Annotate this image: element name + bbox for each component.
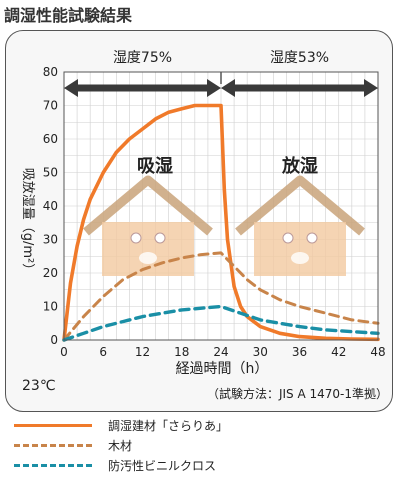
legend-swatch-vinyl	[14, 463, 92, 467]
house-body	[254, 222, 346, 276]
y-tick-label: 80	[43, 65, 58, 79]
x-tick-label: 6	[99, 345, 107, 359]
y-tick-label: 70	[43, 99, 58, 113]
phase-arrow-head	[364, 79, 378, 97]
chart-title: 調湿性能試験結果	[4, 6, 133, 25]
house-eye	[154, 232, 166, 244]
house-mouth	[291, 252, 309, 264]
series-line-1	[62, 251, 380, 342]
y-tick-label: 10	[43, 300, 58, 314]
legend: 調湿建材「さらりあ」 木材 防汚性ビニルクロス	[0, 414, 400, 479]
legend-swatch-wood	[14, 443, 92, 447]
x-tick-label: 24	[213, 345, 228, 359]
y-tick-label: 60	[43, 132, 58, 146]
axis-layer: 0 6 12 18 24 30 36 42 48 0 10 20 30 40 50 60 70 80	[43, 65, 386, 359]
y-tick-label: 40	[43, 199, 58, 213]
plot-frame	[63, 71, 379, 341]
house-release-illustration	[235, 175, 365, 276]
y-axis-label: 吸放湿量（g/m²）	[20, 168, 35, 277]
phase-label: 湿度75%	[113, 50, 172, 66]
legend-label: 木材	[108, 438, 133, 453]
phase-arrow: 湿度75%	[64, 50, 221, 97]
x-tick-label: 48	[370, 345, 385, 359]
legend-item-wood: 木材	[14, 436, 132, 454]
x-tick-label: 42	[331, 345, 346, 359]
x-tick-label: 36	[292, 345, 307, 359]
x-tick-label: 18	[174, 345, 189, 359]
legend-item-choshitsu: 調湿建材「さらりあ」	[14, 416, 228, 434]
temperature-label: 23℃	[22, 378, 56, 394]
series-line-2	[62, 304, 380, 342]
phase-arrows: 湿度75% 湿度53%	[64, 50, 378, 97]
chart-svg: 湿度75% 湿度53% 0 6 12 18 24 30 36 42 48 0 10 20 30 40 50 60…	[20, 50, 388, 401]
house-mouth	[139, 252, 157, 264]
y-tick-label: 0	[50, 333, 58, 347]
house-roof	[235, 175, 365, 236]
phase-arrow-head	[221, 79, 235, 97]
house-eye	[282, 232, 294, 244]
phase-label: 湿度53%	[270, 50, 329, 66]
y-tick-label: 30	[43, 233, 58, 247]
release-label: 放湿	[281, 155, 318, 177]
test-method-label: （試験方法：JIS A 1470-1準拠）	[207, 386, 388, 401]
absorb-label: 吸湿	[137, 156, 173, 177]
phase-arrow-head	[64, 79, 78, 97]
x-tick-label: 0	[60, 345, 68, 359]
x-tick-label: 30	[253, 345, 268, 359]
y-tick-label: 50	[43, 166, 58, 180]
x-axis-label: 経過時間（h）	[176, 361, 269, 377]
house-eye	[130, 232, 142, 244]
house-eye	[306, 232, 318, 244]
legend-label: 調湿建材「さらりあ」	[108, 418, 229, 433]
series-layer	[62, 103, 380, 342]
legend-item-vinyl: 防汚性ビニルクロス	[14, 456, 216, 474]
series-line-0	[62, 103, 380, 342]
x-tick-label: 12	[135, 345, 150, 359]
legend-swatch-choshitsu	[14, 423, 92, 427]
phase-arrow-head	[207, 79, 221, 97]
house-roof	[83, 175, 213, 236]
legend-label: 防汚性ビニルクロス	[108, 458, 217, 473]
phase-arrow: 湿度53%	[221, 50, 378, 97]
y-tick-label: 20	[43, 266, 58, 280]
